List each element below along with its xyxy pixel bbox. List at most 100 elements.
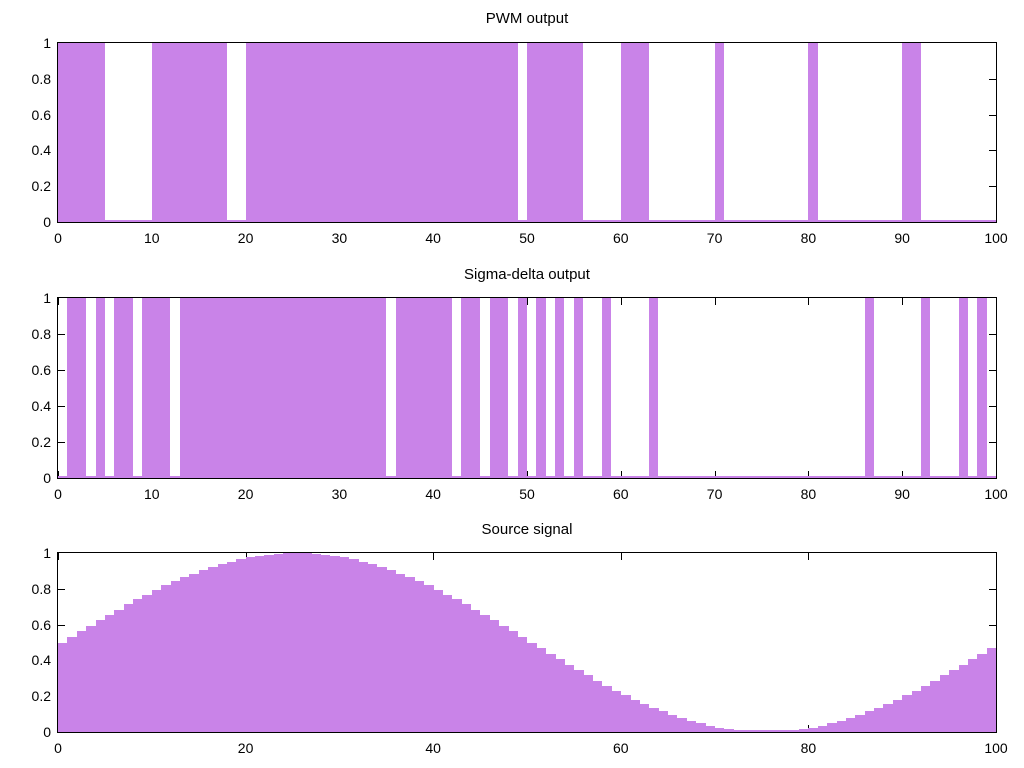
x-tick-label: 50 bbox=[519, 486, 535, 502]
y-tick bbox=[58, 370, 65, 371]
y-tick-mirror bbox=[989, 696, 996, 698]
x-tick-mirror bbox=[620, 553, 622, 560]
x-tick bbox=[808, 471, 810, 478]
x-tick-label: 40 bbox=[425, 740, 441, 756]
signal-bar bbox=[648, 298, 659, 478]
y-tick-mirror bbox=[989, 78, 996, 80]
signal-bar bbox=[142, 298, 171, 478]
sample-bar bbox=[967, 659, 978, 732]
signal-bar bbox=[527, 43, 584, 222]
x-tick bbox=[58, 471, 59, 478]
x-tick-label: 60 bbox=[613, 230, 629, 246]
sample-bar bbox=[395, 573, 406, 732]
series-baseline bbox=[58, 220, 996, 222]
sample-bar bbox=[442, 594, 453, 732]
x-tick bbox=[245, 725, 247, 732]
x-tick-mirror bbox=[433, 298, 435, 305]
sample-bar bbox=[789, 730, 800, 732]
x-tick-label: 20 bbox=[237, 486, 254, 502]
sample-bar bbox=[208, 567, 218, 732]
sample-bar bbox=[245, 557, 256, 732]
x-tick bbox=[58, 215, 59, 222]
sample-bar bbox=[855, 715, 866, 732]
y-tick-label: 1 bbox=[43, 545, 51, 561]
x-tick-mirror bbox=[902, 43, 904, 50]
x-tick-mirror bbox=[808, 553, 810, 560]
x-tick bbox=[433, 215, 435, 222]
sample-bar bbox=[630, 699, 640, 732]
y-tick-label: 0.8 bbox=[31, 326, 51, 342]
y-tick-mirror bbox=[989, 406, 996, 407]
y-tick-mirror bbox=[989, 624, 996, 626]
x-tick-mirror bbox=[996, 43, 997, 50]
sample-bar bbox=[874, 707, 884, 732]
y-tick-label: 0 bbox=[43, 214, 51, 230]
sample-bar bbox=[611, 690, 622, 732]
x-tick-label: 0 bbox=[54, 486, 62, 502]
plot-title-pwm: PWM output bbox=[485, 10, 569, 27]
sample-bar bbox=[883, 703, 894, 732]
series-baseline bbox=[58, 476, 996, 478]
sample-bar bbox=[817, 725, 828, 732]
x-tick-label: 90 bbox=[894, 486, 910, 502]
sample-bar bbox=[114, 609, 125, 732]
x-tick bbox=[245, 215, 247, 222]
x-tick bbox=[339, 215, 341, 222]
x-tick-label: 10 bbox=[144, 486, 160, 502]
y-tick-mirror bbox=[989, 186, 996, 188]
x-tick-mirror bbox=[58, 553, 59, 560]
sample-bar bbox=[217, 564, 228, 732]
sample-bar bbox=[283, 553, 293, 732]
x-tick bbox=[808, 215, 810, 222]
y-tick-label: 0.6 bbox=[31, 362, 51, 378]
sample-bar bbox=[536, 648, 547, 732]
y-tick-label: 0 bbox=[43, 724, 51, 740]
y-tick-label: 0 bbox=[43, 470, 51, 486]
sample-bar bbox=[564, 664, 575, 732]
sample-bar bbox=[330, 555, 340, 732]
signal-bar bbox=[620, 43, 649, 222]
signal-bar bbox=[395, 298, 452, 478]
signal-bar bbox=[151, 43, 227, 222]
signal-bar bbox=[977, 298, 987, 478]
y-tick-label: 1 bbox=[43, 290, 51, 306]
y-tick-mirror bbox=[989, 150, 996, 152]
sample-bar bbox=[724, 729, 734, 732]
sample-bar bbox=[836, 720, 847, 732]
sample-bar bbox=[799, 729, 809, 732]
sample-bar bbox=[705, 725, 715, 732]
x-tick-label: 80 bbox=[800, 486, 817, 502]
axes-box bbox=[57, 552, 997, 733]
sample-bar bbox=[602, 685, 612, 732]
signal-bar bbox=[489, 298, 509, 478]
signal-bar bbox=[95, 298, 105, 478]
sample-bar bbox=[292, 553, 303, 732]
plot-title-source: Source signal bbox=[481, 521, 573, 538]
sample-bar bbox=[179, 577, 190, 732]
signal-bar bbox=[114, 298, 134, 478]
signal-bar bbox=[245, 43, 518, 222]
y-tick bbox=[58, 406, 65, 407]
x-tick-label: 50 bbox=[519, 230, 535, 246]
axes-box bbox=[57, 42, 997, 223]
x-tick-mirror bbox=[151, 298, 153, 305]
x-tick-label: 100 bbox=[984, 486, 1008, 502]
x-tick bbox=[151, 471, 153, 478]
sample-bar bbox=[226, 561, 237, 732]
x-tick bbox=[996, 471, 997, 478]
x-tick bbox=[808, 725, 810, 732]
sample-bar bbox=[808, 727, 819, 732]
x-tick bbox=[620, 725, 622, 732]
x-tick-label: 80 bbox=[800, 230, 817, 246]
sample-bar bbox=[255, 555, 265, 732]
y-tick-mirror bbox=[989, 334, 996, 335]
y-tick bbox=[58, 186, 65, 188]
sample-bar bbox=[348, 559, 359, 732]
x-tick-mirror bbox=[58, 298, 59, 305]
sample-bar bbox=[902, 695, 912, 732]
sample-bar bbox=[677, 718, 687, 732]
sample-bar bbox=[311, 553, 322, 732]
